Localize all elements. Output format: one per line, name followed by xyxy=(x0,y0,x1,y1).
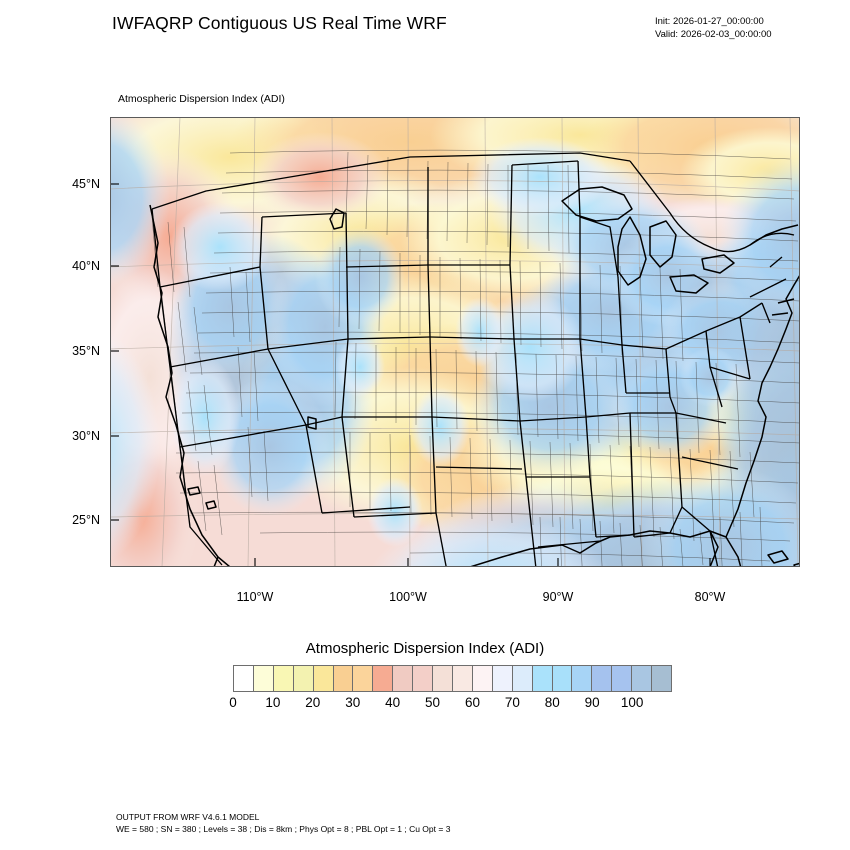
lon-tick-100: 100°W xyxy=(389,590,427,604)
axis-ticks xyxy=(110,183,711,567)
footer-line-2: WE = 580 ; SN = 380 ; Levels = 38 ; Dis … xyxy=(116,823,451,834)
colorbar-tick-50: 50 xyxy=(425,695,441,710)
lat-tick-40: 40°N xyxy=(72,259,100,273)
page-title: IWFAQRP Contiguous US Real Time WRF xyxy=(112,13,447,33)
colorbar-cell-25[interactable] xyxy=(333,666,354,691)
colorbar-cell-10[interactable] xyxy=(273,666,294,691)
colorbar-cell-75[interactable] xyxy=(532,666,553,691)
colorbar-cell-5[interactable] xyxy=(253,666,274,691)
lat-tick-45: 45°N xyxy=(72,177,100,191)
map-canvas[interactable] xyxy=(110,117,800,567)
colorbar-cell-100[interactable] xyxy=(632,666,653,691)
colorbar-cell-40[interactable] xyxy=(393,666,414,691)
valid-timestamp: Valid: 2026-02-03_00:00:00 xyxy=(655,28,772,40)
coastlines xyxy=(149,186,800,567)
plot-field-label: Atmospheric Dispersion Index (ADI) xyxy=(118,93,285,105)
colorbar[interactable]: 0 10 20 30 40 50 60 70 80 90 100 xyxy=(229,665,672,710)
colorbar-cell-85[interactable] xyxy=(572,666,593,691)
lat-tick-25: 25°N xyxy=(72,513,100,527)
lon-tick-80: 80°W xyxy=(695,590,726,604)
colorbar-tick-20: 20 xyxy=(305,695,321,710)
colorbar-cell-20[interactable] xyxy=(313,666,334,691)
colorbar-cell-35[interactable] xyxy=(373,666,394,691)
colorbar-cell-45[interactable] xyxy=(413,666,434,691)
lat-tick-30: 30°N xyxy=(72,429,100,443)
field-layer xyxy=(110,117,800,567)
lon-tick-110: 110°W xyxy=(237,590,274,604)
colorbar-tick-60: 60 xyxy=(464,695,480,710)
colorbar-cell-55[interactable] xyxy=(452,666,473,691)
colorbar-title: Atmospheric Dispersion Index (ADI) xyxy=(305,640,545,657)
footer-line-1: OUTPUT FROM WRF V4.6.1 MODEL xyxy=(116,812,260,822)
colorbar-tick-40: 40 xyxy=(385,695,401,710)
colorbar-cell-60[interactable] xyxy=(472,666,493,691)
colorbar-cell-95[interactable] xyxy=(612,666,633,691)
colorbar-cell-90[interactable] xyxy=(592,666,613,691)
lat-tick-35: 35°N xyxy=(72,344,100,358)
colorbar-cell-50[interactable] xyxy=(433,666,453,691)
colorbar-cell-105[interactable] xyxy=(652,666,671,691)
colorbar-cell-80[interactable] xyxy=(552,666,573,691)
colorbar-tick-70: 70 xyxy=(504,695,520,710)
state-boundaries xyxy=(151,152,795,567)
colorbar-cell-65[interactable] xyxy=(492,666,513,691)
colorbar-cell-30[interactable] xyxy=(353,666,374,691)
axis-labels: 45°N 40°N 35°N 30°N 25°N 110°W 100°W 90°… xyxy=(72,177,726,604)
colorbar-tick-100: 100 xyxy=(620,695,644,710)
colorbar-cell-70[interactable] xyxy=(512,666,533,691)
map-panel[interactable] xyxy=(110,117,800,567)
colorbar-tick-labels: 0 10 20 30 40 50 60 70 80 90 100 xyxy=(229,695,672,715)
lon-tick-90: 90°W xyxy=(543,590,574,604)
colorbar-tick-90: 90 xyxy=(584,695,600,710)
colorbar-tick-10: 10 xyxy=(265,695,281,710)
colorbar-cell-0[interactable] xyxy=(234,666,254,691)
forecast-timestamps: Init: 2026-01-27_00:00:00 Valid: 2026-02… xyxy=(655,16,772,41)
colorbar-tick-30: 30 xyxy=(345,695,361,710)
model-footer: OUTPUT FROM WRF V4.6.1 MODEL WE = 580 ; … xyxy=(116,812,450,835)
init-timestamp: Init: 2026-01-27_00:00:00 xyxy=(655,16,764,27)
colorbar-tick-80: 80 xyxy=(544,695,560,710)
colorbar-tick-0: 0 xyxy=(229,695,237,710)
colorbar-cell-15[interactable] xyxy=(293,666,314,691)
colorbar-cells[interactable] xyxy=(233,665,672,692)
